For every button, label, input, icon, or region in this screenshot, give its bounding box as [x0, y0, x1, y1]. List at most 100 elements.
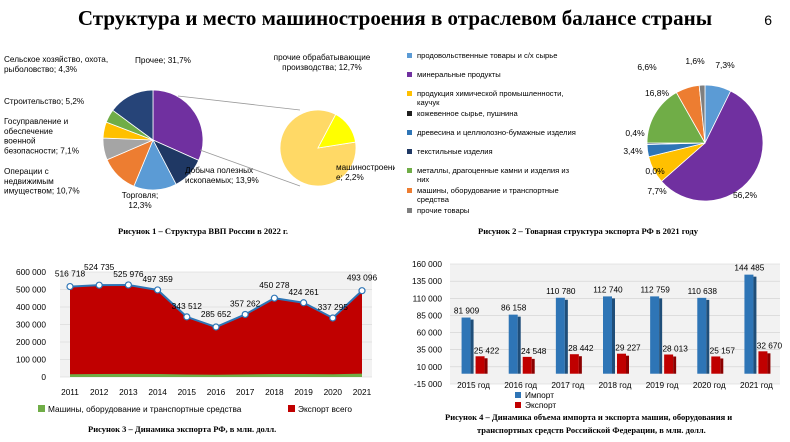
import-bar-side-5 — [706, 299, 710, 374]
breakout-slice-1 — [317, 113, 356, 149]
legend-label-import: Импорт — [525, 390, 554, 400]
legend-label-machinery: Машины, оборудование и транспортные сред… — [48, 404, 242, 414]
import-data-label-1: 86 158 — [501, 303, 527, 313]
export-point-2 — [124, 281, 132, 289]
export-value-label-3: 0,0% — [645, 166, 665, 176]
export-value-label-8: 1,6% — [685, 56, 705, 66]
export-slice-6 — [646, 91, 706, 144]
export-value-label-5: 0,4% — [625, 128, 645, 138]
export-value-label-0: 7,3% — [715, 60, 735, 70]
export-legend-swatch-3 — [407, 111, 412, 116]
export-point-5 — [212, 323, 220, 331]
y-tick-label-2: 200 000 — [16, 337, 46, 347]
import-data-label-4: 112 759 — [640, 284, 670, 294]
gdp-structure-chart: Рисунок 1 – Структура ВВП России в 2022 … — [4, 53, 395, 236]
export-bar-side-5 — [720, 358, 724, 374]
y-tick-label-2: 35 000 — [417, 345, 443, 355]
export-data-label-6: 32 670 — [757, 340, 783, 350]
export-data-label-8: 424 261 — [288, 287, 319, 297]
export-legend-swatch-0 — [407, 53, 412, 58]
legend-swatch-export — [288, 405, 295, 412]
x-tick-label-5: 2020 год — [693, 380, 726, 390]
breakout-label-other-manufacturing: прочие обрабатывающие производства; 12,7% — [274, 53, 371, 72]
breakout-connector-bottom — [199, 149, 301, 187]
export-bar-side-1 — [531, 358, 535, 374]
export-data-label-4: 343 512 — [172, 301, 203, 311]
import-bar-3 — [603, 296, 612, 374]
import-bar-0 — [461, 317, 471, 374]
machinery-trade-chart: Рисунок 4 – Динамика объема импорта и эк… — [412, 259, 783, 435]
export-total-area — [70, 284, 362, 377]
gdp-slice-7 — [112, 89, 154, 141]
export-bar-0 — [475, 356, 485, 374]
export-legend-swatch-6 — [407, 168, 412, 173]
export-bar-side-3 — [626, 355, 629, 374]
gdp-label-agriculture: Сельское хозяйство, охота, рыболовство; 4… — [4, 55, 108, 74]
x-tick-label-5: 2016 — [207, 387, 226, 397]
import-data-label-0: 81 909 — [454, 306, 480, 316]
import-bar-side-6 — [753, 276, 757, 374]
fig4-caption-line2: транспортных средств Российской Федераци… — [477, 425, 706, 435]
import-bar-5 — [697, 297, 707, 374]
export-data-label-6: 357 262 — [230, 298, 261, 308]
y-tick-label-4: 400 000 — [16, 302, 46, 312]
y-tick-label-6: 600 000 — [16, 267, 46, 277]
gdp-label-mining: Добыча полезных ископаемых; 13,9% — [185, 166, 259, 185]
y-tick-label-4: 85 000 — [417, 310, 443, 320]
fig3-caption: Рисунок 3 – Динамика экспорта РФ, в млн.… — [88, 424, 276, 434]
fig2-caption: Рисунок 2 – Товарная структура экспорта … — [478, 226, 699, 236]
export-data-label-9: 337 295 — [318, 302, 349, 312]
export-value-label-7: 6,6% — [637, 62, 657, 72]
legend-swatch-machinery — [38, 405, 45, 412]
export-legend-swatch-7 — [407, 188, 412, 193]
y-tick-label-5: 110 000 — [413, 293, 443, 303]
import-bar-side-3 — [612, 298, 615, 374]
export-point-0 — [66, 282, 74, 291]
gdp-slice-0 — [152, 89, 204, 161]
export-value-label-2: 7,7% — [647, 186, 667, 196]
export-data-label-3: 497 359 — [142, 274, 173, 284]
export-bar-side-4 — [673, 356, 677, 374]
export-legend-label-3: кожевенное сырье, пушнина — [417, 109, 518, 118]
export-data-label-5: 285 652 — [201, 309, 232, 319]
export-point-9 — [329, 314, 337, 322]
export-data-label-2: 28 442 — [568, 343, 594, 353]
export-data-label-1: 24 548 — [521, 346, 547, 356]
import-data-label-6: 144 485 — [734, 263, 764, 273]
legend-swatch-import — [515, 392, 521, 398]
x-tick-label-3: 2018 год — [599, 380, 632, 390]
export-point-3 — [154, 286, 162, 294]
y-tick-label-0: 0 — [41, 372, 46, 382]
x-tick-label-1: 2016 год — [504, 380, 537, 390]
export-legend-label-6: металлы, драгоценные камни и изделия из н… — [417, 166, 570, 184]
export-point-8 — [300, 299, 308, 307]
import-bar-2 — [555, 297, 565, 374]
export-legend-swatch-1 — [407, 72, 412, 77]
export-point-1 — [95, 281, 103, 289]
x-tick-label-4: 2015 — [178, 387, 197, 397]
fig1-caption: Рисунок 1 – Структура ВВП России в 2022 … — [118, 226, 288, 236]
x-tick-label-1: 2012 — [90, 387, 109, 397]
y-tick-label-3: 60 000 — [417, 328, 443, 338]
import-bar-side-1 — [517, 316, 521, 374]
import-data-label-3: 112 740 — [593, 284, 623, 294]
x-tick-label-4: 2019 год — [646, 380, 679, 390]
x-tick-label-3: 2014 — [148, 387, 167, 397]
x-tick-label-6: 2021 год — [740, 380, 773, 390]
export-value-label-4: 3,4% — [623, 146, 643, 156]
export-data-label-3: 29 227 — [615, 343, 641, 353]
import-data-label-5: 110 638 — [688, 286, 718, 296]
export-data-label-10: 493 096 — [347, 273, 378, 283]
export-structure-chart: Рисунок 2 – Товарная структура экспорта … — [407, 51, 764, 236]
export-bar-5 — [711, 356, 721, 374]
export-point-10 — [358, 287, 366, 295]
export-slice-1 — [660, 90, 764, 202]
export-legend-swatch-4 — [407, 130, 412, 135]
export-data-label-5: 25 157 — [710, 345, 736, 355]
x-tick-label-10: 2021 — [353, 387, 372, 397]
import-bar-side-2 — [564, 299, 568, 374]
export-point-7 — [270, 294, 278, 302]
x-tick-label-2: 2013 — [119, 387, 138, 397]
export-legend-label-8: прочие товары — [417, 206, 469, 215]
y-tick-label-3: 300 000 — [16, 320, 46, 330]
